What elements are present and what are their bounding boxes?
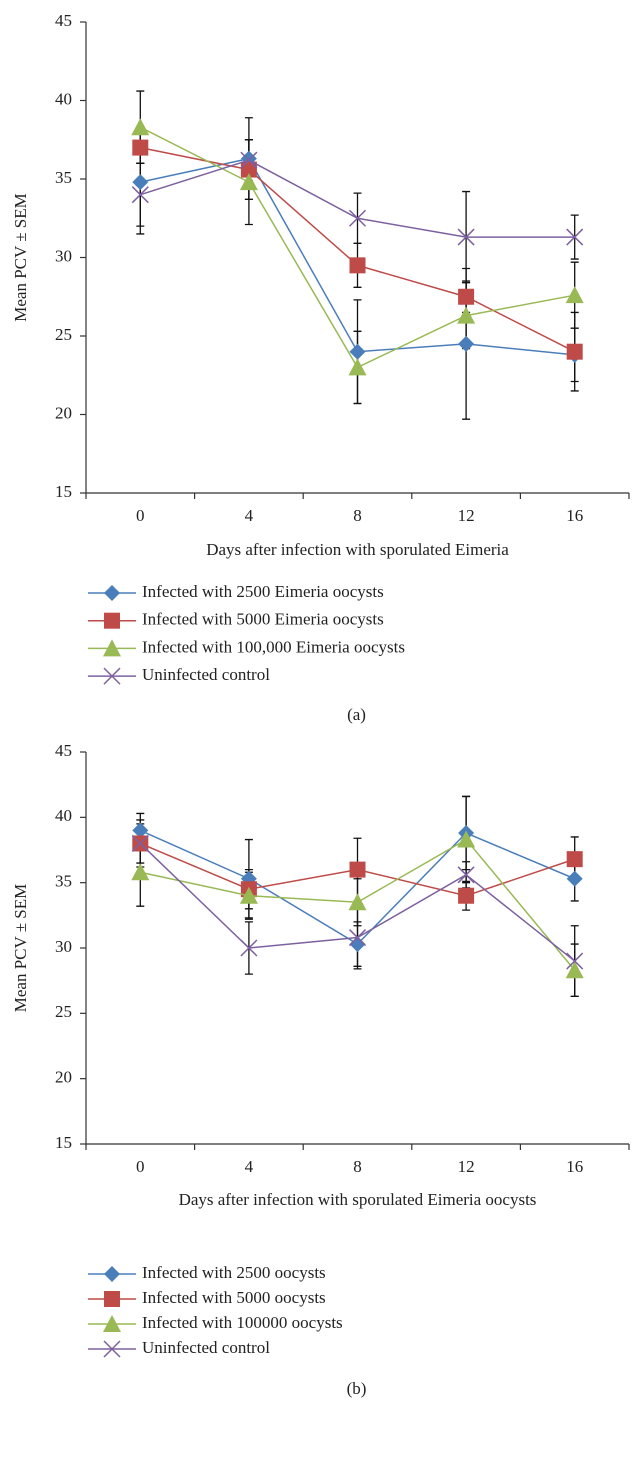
legend-label: Uninfected control: [142, 1338, 270, 1357]
marker: [240, 151, 258, 169]
y-tick-label: 20: [55, 403, 72, 422]
x-tick-label: 12: [458, 1157, 475, 1176]
y-tick-label: 35: [55, 872, 72, 891]
marker: [457, 830, 476, 848]
marker: [132, 139, 149, 156]
marker: [566, 343, 583, 360]
marker: [349, 861, 366, 878]
marker: [457, 866, 475, 884]
marker: [103, 667, 121, 685]
legend-label: Infected with 5000 oocysts: [142, 1288, 326, 1307]
marker: [131, 186, 149, 204]
x-tick-label: 4: [245, 506, 254, 525]
y-tick-label: 15: [55, 1133, 72, 1152]
y-tick-label: 30: [55, 246, 72, 265]
marker: [348, 358, 367, 376]
x-axis-title: Days after infection with sporulated Eim…: [206, 540, 509, 559]
marker: [131, 118, 150, 136]
marker: [240, 939, 258, 957]
y-tick-label: 25: [55, 1002, 72, 1021]
legend-label: Uninfected control: [142, 665, 270, 684]
marker: [457, 306, 476, 324]
marker: [132, 174, 149, 191]
marker: [566, 952, 584, 970]
legend-label: Infected with 2500 oocysts: [142, 1263, 326, 1282]
marker: [565, 286, 584, 304]
marker: [104, 612, 120, 629]
marker: [458, 288, 475, 305]
marker: [349, 936, 366, 953]
marker: [348, 929, 367, 947]
y-tick-label: 40: [55, 806, 72, 825]
x-tick-label: 0: [136, 1157, 145, 1176]
x-tick-label: 8: [353, 1157, 362, 1176]
marker: [349, 257, 366, 274]
x-tick-label: 8: [353, 506, 362, 525]
x-tick-label: 0: [136, 506, 145, 525]
marker: [240, 161, 257, 178]
legend-label: Infected with 5000 Eimeria oocysts: [142, 610, 384, 629]
y-tick-label: 20: [55, 1068, 72, 1087]
x-tick-label: 16: [566, 1157, 583, 1176]
marker: [104, 1291, 120, 1307]
marker: [103, 639, 121, 657]
marker: [239, 173, 258, 191]
marker: [103, 1340, 121, 1358]
marker: [348, 209, 367, 227]
panel-label: (a): [347, 705, 366, 724]
marker: [566, 228, 584, 246]
marker: [566, 851, 583, 868]
legend-label: Infected with 100,000 Eimeria oocysts: [142, 637, 405, 656]
x-tick-label: 4: [245, 1157, 254, 1176]
y-tick-label: 40: [55, 89, 72, 108]
marker: [566, 870, 583, 887]
marker: [104, 1266, 120, 1282]
legend-label: Infected with 2500 Eimeria oocysts: [142, 582, 384, 601]
x-axis-title: Days after infection with sporulated Eim…: [179, 1190, 537, 1209]
y-tick-label: 30: [55, 937, 72, 956]
marker: [565, 961, 584, 979]
marker: [132, 822, 149, 839]
x-tick-label: 16: [566, 506, 583, 525]
marker: [104, 585, 120, 601]
y-tick-label: 25: [55, 325, 72, 344]
y-tick-label: 45: [55, 741, 72, 760]
marker: [458, 335, 475, 352]
marker: [457, 228, 475, 246]
marker: [239, 886, 258, 904]
marker: [131, 834, 149, 852]
y-axis-title: Mean PCV ± SEM: [11, 193, 30, 322]
panel-label: (b): [347, 1379, 367, 1398]
marker: [131, 863, 150, 881]
y-tick-label: 15: [55, 482, 72, 501]
marker: [103, 1315, 121, 1332]
y-tick-label: 35: [55, 168, 72, 187]
y-tick-label: 45: [55, 11, 72, 30]
legend-label: Infected with 100000 oocysts: [142, 1313, 343, 1332]
marker: [348, 893, 367, 911]
marker: [349, 343, 366, 360]
y-axis-title: Mean PCV ± SEM: [11, 884, 30, 1013]
marker: [458, 887, 475, 904]
x-tick-label: 12: [458, 506, 475, 525]
